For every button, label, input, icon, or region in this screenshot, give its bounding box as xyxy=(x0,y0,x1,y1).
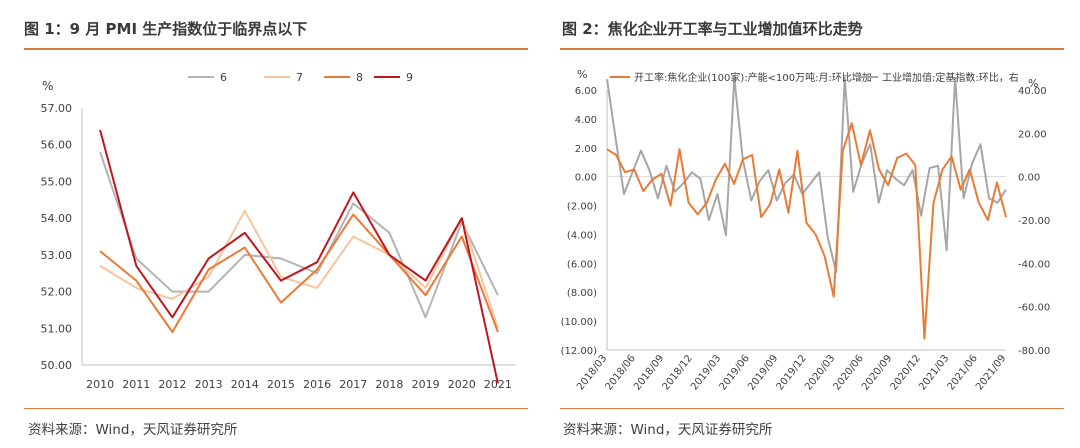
right-y-left-unit: % xyxy=(577,68,587,81)
left-y-unit: % xyxy=(42,79,53,93)
left-series-line-6 xyxy=(99,151,499,319)
right-y-left-tick-label: 6.00 xyxy=(575,86,597,97)
left-series-line-8 xyxy=(99,213,499,333)
left-legend-label-6: 6 xyxy=(220,71,227,84)
right-y-right-tick-label: 20.00 xyxy=(1018,129,1047,140)
right-y-left-tick-label: 4.00 xyxy=(575,115,597,126)
right-y-right-tick-label: -80.00 xyxy=(1018,346,1050,357)
right-chart-title: 图 2：焦化企业开工率与工业增加值环比走势 xyxy=(562,20,863,38)
left-x-tick-label: 2020 xyxy=(448,378,476,391)
right-source-note: 资料来源：Wind，天风证券研究所 xyxy=(563,422,773,438)
left-source-note: 资料来源：Wind，天风证券研究所 xyxy=(28,422,238,438)
right-y-right-tick-label: 0.00 xyxy=(1018,173,1040,184)
left-legend-label-7: 7 xyxy=(296,71,303,84)
left-y-tick-label: 50.00 xyxy=(41,359,73,372)
right-y-left-tick-label: 0.00 xyxy=(575,173,597,184)
left-chart: % 57.00 56.00 55.00 54.00 53.00 52.00 51.00 50.0… xyxy=(41,71,516,391)
left-y-tick-label: 55.00 xyxy=(41,175,73,188)
right-y-right-tick-label: -40.00 xyxy=(1018,259,1050,270)
right-series-line-coking-utilization xyxy=(606,122,1007,340)
left-x-tick-label: 2017 xyxy=(339,378,367,391)
right-y-left-tick-label: (4.00) xyxy=(567,230,597,241)
right-bottom-rule xyxy=(560,408,1064,409)
left-x-tick-label: 2018 xyxy=(375,378,403,391)
left-x-tick-label: 2015 xyxy=(267,378,295,391)
right-chart: %% 6.00 4.00 2.00 0.00 (2.00) (4.00) (6.00) (8.0… xyxy=(561,68,1051,393)
right-y-right-tick-label: -60.00 xyxy=(1018,303,1050,314)
right-y-right-unit: % xyxy=(1028,77,1038,90)
left-x-tick-label: 2016 xyxy=(303,378,331,391)
left-legend-label-9: 9 xyxy=(406,71,413,84)
right-title-rule xyxy=(560,48,1064,50)
left-x-tick-label: 2011 xyxy=(122,378,150,391)
right-legend-label-orange: 开工率:焦化企业(100家):产能<100万吨:月:环比增加 xyxy=(634,71,872,84)
left-bottom-rule xyxy=(24,408,528,409)
right-y-right-tick-label: -20.00 xyxy=(1018,216,1050,227)
left-series-line-9 xyxy=(99,129,499,384)
right-y-right-tick-label: 40.00 xyxy=(1018,86,1047,97)
left-x-tick-label: 2021 xyxy=(484,378,512,391)
right-y-left-tick-label: (6.00) xyxy=(567,259,597,270)
left-x-tick-label: 2012 xyxy=(158,378,186,391)
right-x-tick-label: 2021/09 xyxy=(974,353,1008,393)
right-legend-label-gray: 工业增加值:定基指数:环比，右 xyxy=(882,71,1019,84)
left-x-tick-label: 2010 xyxy=(86,378,114,391)
left-chart-title: 图 1：9 月 PMI 生产指数位于临界点以下 xyxy=(24,20,308,38)
right-y-left-tick-label: (10.00) xyxy=(561,317,598,328)
right-y-left-tick-label: (2.00) xyxy=(567,202,597,213)
left-legend-label-8: 8 xyxy=(356,71,363,84)
left-y-tick-label: 56.00 xyxy=(41,139,73,152)
left-x-tick-label: 2013 xyxy=(195,378,223,391)
left-y-tick-label: 54.00 xyxy=(41,212,73,225)
left-series-line-7 xyxy=(99,209,499,329)
right-series-line-industrial-output xyxy=(606,77,1007,273)
left-x-tick-label: 2019 xyxy=(412,378,440,391)
left-x-tick-label: 2014 xyxy=(231,378,259,391)
right-y-left-tick-label: (12.00) xyxy=(561,346,598,357)
left-y-tick-label: 53.00 xyxy=(41,249,73,262)
left-y-tick-label: 51.00 xyxy=(41,322,73,335)
right-y-left-tick-label: 2.00 xyxy=(575,144,597,155)
right-y-left-tick-label: (8.00) xyxy=(567,288,597,299)
left-y-tick-label: 52.00 xyxy=(41,286,73,299)
left-title-rule xyxy=(24,48,528,50)
left-y-tick-label: 57.00 xyxy=(41,102,73,115)
